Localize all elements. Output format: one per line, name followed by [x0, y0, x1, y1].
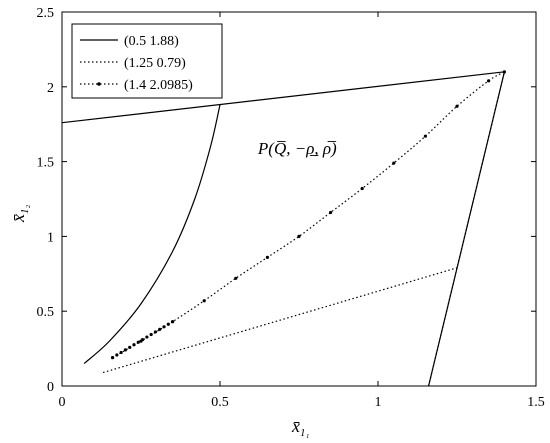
- y-axis-label: x̄1₂: [8, 205, 31, 224]
- legend-label-2: (1.25 0.79): [124, 56, 186, 71]
- series-3-marker: [153, 330, 158, 334]
- series-3-marker: [234, 276, 238, 280]
- series-3-marker: [423, 134, 427, 138]
- series-3-marker: [132, 343, 136, 347]
- series-3-marker: [265, 255, 269, 259]
- series-3-marker: [140, 338, 145, 342]
- series-3-marker: [455, 104, 459, 108]
- series-3-marker: [128, 345, 132, 349]
- series-3-marker: [487, 79, 491, 83]
- series-3-marker: [136, 340, 140, 344]
- series-3-marker: [149, 332, 153, 337]
- y-tick-label: 0.5: [37, 305, 55, 320]
- series-1: [61, 71, 505, 387]
- series-3-marker: [360, 186, 364, 191]
- series-3: [110, 70, 506, 360]
- series-3-marker: [123, 348, 128, 352]
- series-3-marker: [119, 350, 123, 355]
- legend: (0.5 1.88) (1.25 0.79) (1.4 2.0985): [71, 23, 223, 99]
- series-3-marker: [502, 70, 506, 74]
- series-3-marker: [202, 299, 206, 303]
- x-axis-label-subscript: 1₁: [300, 427, 310, 439]
- plot-frame: [61, 11, 537, 387]
- legend-label-3: (1.4 2.0985): [124, 78, 193, 93]
- x-tick-label: 1.5: [527, 395, 545, 410]
- series-3-marker: [145, 335, 149, 339]
- legend-box: [71, 23, 223, 99]
- series-3-marker: [166, 322, 170, 326]
- region-annotation: P(Q̅, −ρ̲, ρ̅): [257, 139, 337, 158]
- x-axis-label: x̄1₁: [291, 416, 310, 439]
- series-3-marker: [392, 161, 396, 165]
- series-1-segment-1: [61, 71, 505, 124]
- y-tick-label: 2: [47, 81, 54, 96]
- series-3-marker: [329, 210, 333, 215]
- x-axis-label-symbol: x̄: [291, 416, 300, 436]
- curves-layer: [61, 70, 506, 387]
- series-3-marker: [115, 353, 119, 357]
- series-2-segment-1: [102, 267, 458, 374]
- x-tick-label: 0.5: [211, 395, 229, 410]
- legend-marker: [97, 82, 101, 86]
- y-axis-label-subscript: 1₂: [19, 205, 31, 215]
- ticks-layer: 0 0.5 1 1.5 0 0.5 1 1.5 2 2.5: [37, 6, 545, 410]
- y-tick-label: 0: [47, 380, 54, 395]
- x-tick-label: 0: [59, 395, 66, 410]
- y-tick-label: 1: [47, 230, 54, 245]
- series-3-marker: [110, 355, 115, 360]
- series-2-segment-2: [427, 71, 505, 387]
- series-3-marker: [158, 327, 162, 331]
- series-3-segment-1: [112, 71, 505, 359]
- series-3-marker: [297, 234, 301, 238]
- legend-label-1: (0.5 1.88): [124, 34, 179, 49]
- y-tick-label: 2.5: [37, 6, 55, 21]
- y-axis-label-symbol: x̄: [8, 214, 28, 223]
- series-3-marker: [171, 320, 175, 324]
- series-3-marker: [162, 325, 166, 329]
- y-tick-label: 1.5: [37, 156, 55, 171]
- x-tick-label: 1: [375, 395, 382, 410]
- series-2: [102, 71, 505, 387]
- series-1-segment-2: [83, 104, 221, 365]
